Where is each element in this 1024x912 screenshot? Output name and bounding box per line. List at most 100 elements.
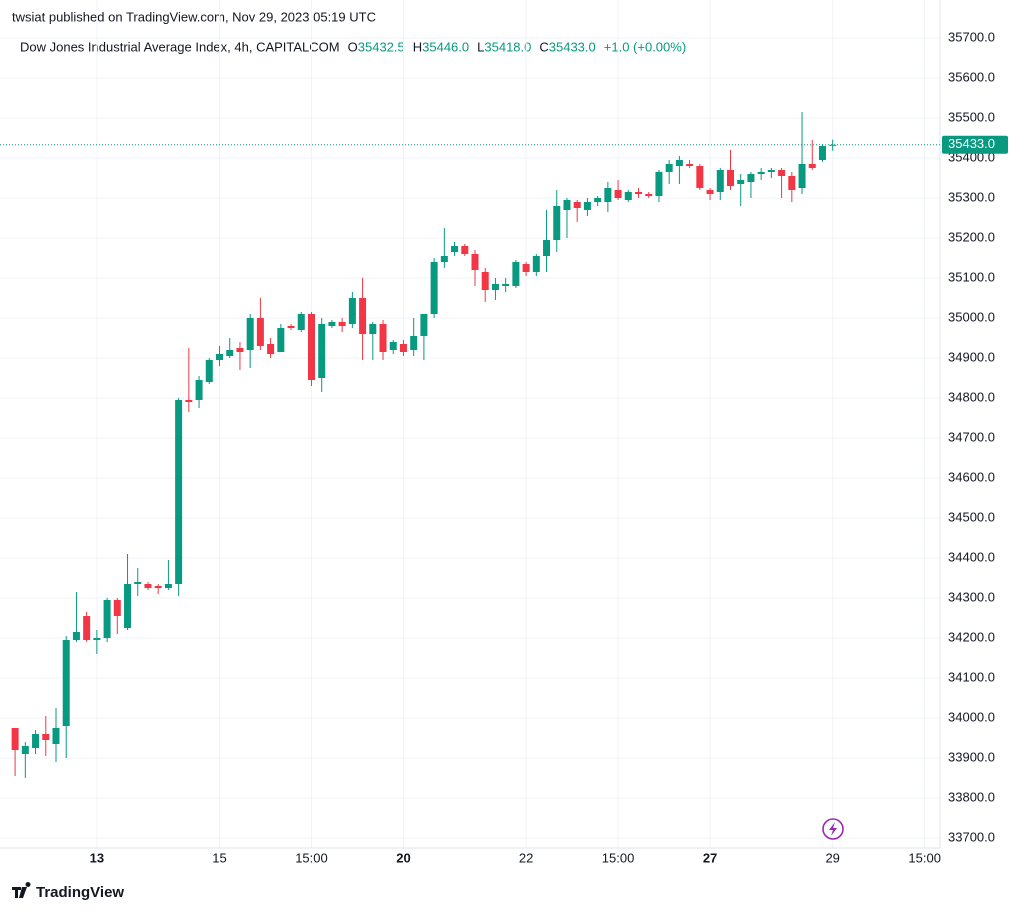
- candle-body: [522, 264, 530, 272]
- legend-key: O: [348, 39, 358, 54]
- candle-body: [788, 176, 796, 190]
- candle-body: [512, 262, 520, 286]
- legend-value: +1.0 (+0.00%): [604, 39, 686, 54]
- candle-body: [267, 344, 275, 354]
- x-tick-label: 15:00: [602, 850, 635, 865]
- candle-body: [216, 354, 224, 360]
- candle-body: [716, 170, 724, 192]
- y-tick-label: 34700.0: [948, 429, 995, 444]
- candle-body: [256, 318, 264, 346]
- x-tick-label: 13: [90, 850, 104, 865]
- y-tick-label: 35600.0: [948, 69, 995, 84]
- event-icon-bolt: [829, 822, 837, 836]
- candle-body: [164, 584, 172, 588]
- candle-body: [635, 192, 643, 194]
- candle-body: [614, 190, 622, 198]
- candle-body: [532, 256, 540, 272]
- candle-body: [696, 166, 704, 188]
- candle-body: [798, 164, 806, 188]
- candle-body: [379, 324, 387, 352]
- y-tick-label: 34800.0: [948, 389, 995, 404]
- candle-body: [399, 344, 407, 352]
- candle-body: [307, 314, 315, 380]
- y-tick-label: 34100.0: [948, 669, 995, 684]
- candle-body: [726, 170, 734, 186]
- candle-body: [747, 174, 755, 182]
- candle-body: [491, 284, 499, 290]
- x-tick-label: 20: [396, 850, 410, 865]
- candle-body: [297, 314, 305, 330]
- candle-body: [205, 360, 213, 382]
- candle-body: [502, 284, 510, 286]
- candle-body: [563, 200, 571, 210]
- y-tick-label: 35500.0: [948, 109, 995, 124]
- candle-body: [124, 584, 132, 628]
- candle-body: [389, 342, 397, 350]
- event-icon[interactable]: [822, 818, 844, 840]
- y-tick-label: 34500.0: [948, 509, 995, 524]
- legend: Dow Jones Industrial Average Index, 4h, …: [20, 39, 686, 54]
- candle-body: [808, 164, 816, 168]
- y-tick-label: 34400.0: [948, 549, 995, 564]
- candle-body: [318, 324, 326, 378]
- y-tick-label: 33700.0: [948, 829, 995, 844]
- y-tick-label: 35300.0: [948, 189, 995, 204]
- candle-body: [226, 350, 234, 356]
- candle-body: [645, 194, 653, 196]
- candle-body: [471, 254, 479, 270]
- candle-body: [675, 160, 683, 166]
- candles: [11, 112, 837, 778]
- candle-body: [144, 584, 152, 588]
- legend-key: C: [539, 39, 548, 54]
- publisher: twsiat published on TradingView.com, Nov…: [12, 9, 376, 24]
- legend-key: L: [477, 39, 484, 54]
- x-tick-label: 27: [703, 850, 717, 865]
- y-tick-label: 35100.0: [948, 269, 995, 284]
- candle-body: [103, 600, 111, 638]
- candle-body: [594, 198, 602, 202]
- y-tick-label: 34900.0: [948, 349, 995, 364]
- candle-body: [553, 206, 561, 240]
- candle-body: [778, 170, 786, 176]
- candle-body: [32, 734, 40, 748]
- candle-body: [42, 734, 50, 740]
- candle-body: [451, 246, 459, 252]
- candle-body: [338, 322, 346, 326]
- candle-body: [737, 180, 745, 184]
- candle-body: [818, 146, 826, 160]
- candle-body: [481, 272, 489, 290]
- candle-body: [706, 190, 714, 194]
- x-tick-label: 15: [212, 850, 226, 865]
- legend-value: 35418.0: [484, 39, 531, 54]
- logo-text: TradingView: [36, 884, 124, 901]
- last-price-box: [942, 135, 1008, 154]
- last-price-label: 35433.0: [948, 136, 995, 151]
- candle-body: [236, 348, 244, 352]
- candle-body: [72, 632, 80, 640]
- candle-body: [604, 188, 612, 202]
- candle-body: [195, 380, 203, 400]
- legend-value: 35433.0: [549, 39, 596, 54]
- y-tick-label: 35200.0: [948, 229, 995, 244]
- x-tick-label: 15:00: [908, 850, 941, 865]
- candle-body: [246, 318, 254, 350]
- y-tick-label: 34600.0: [948, 469, 995, 484]
- candle-body: [430, 262, 438, 314]
- y-tick-label: 35000.0: [948, 309, 995, 324]
- y-tick-label: 34000.0: [948, 709, 995, 724]
- candle-body: [686, 164, 694, 166]
- candle-body: [583, 202, 591, 210]
- candle-body: [185, 400, 193, 402]
- logo-mark: [12, 882, 31, 898]
- legend-value: 35446.0: [422, 39, 469, 54]
- candle-body: [175, 400, 183, 584]
- candle-body: [83, 616, 91, 640]
- candle-body: [21, 746, 29, 754]
- candle-body: [93, 638, 101, 640]
- candle-body: [543, 240, 551, 256]
- x-tick-label: 29: [825, 850, 839, 865]
- candle-body: [461, 246, 469, 254]
- y-tick-label: 35700.0: [948, 29, 995, 44]
- chart-title: Dow Jones Industrial Average Index, 4h, …: [20, 39, 340, 54]
- x-tick-label: 15:00: [295, 850, 328, 865]
